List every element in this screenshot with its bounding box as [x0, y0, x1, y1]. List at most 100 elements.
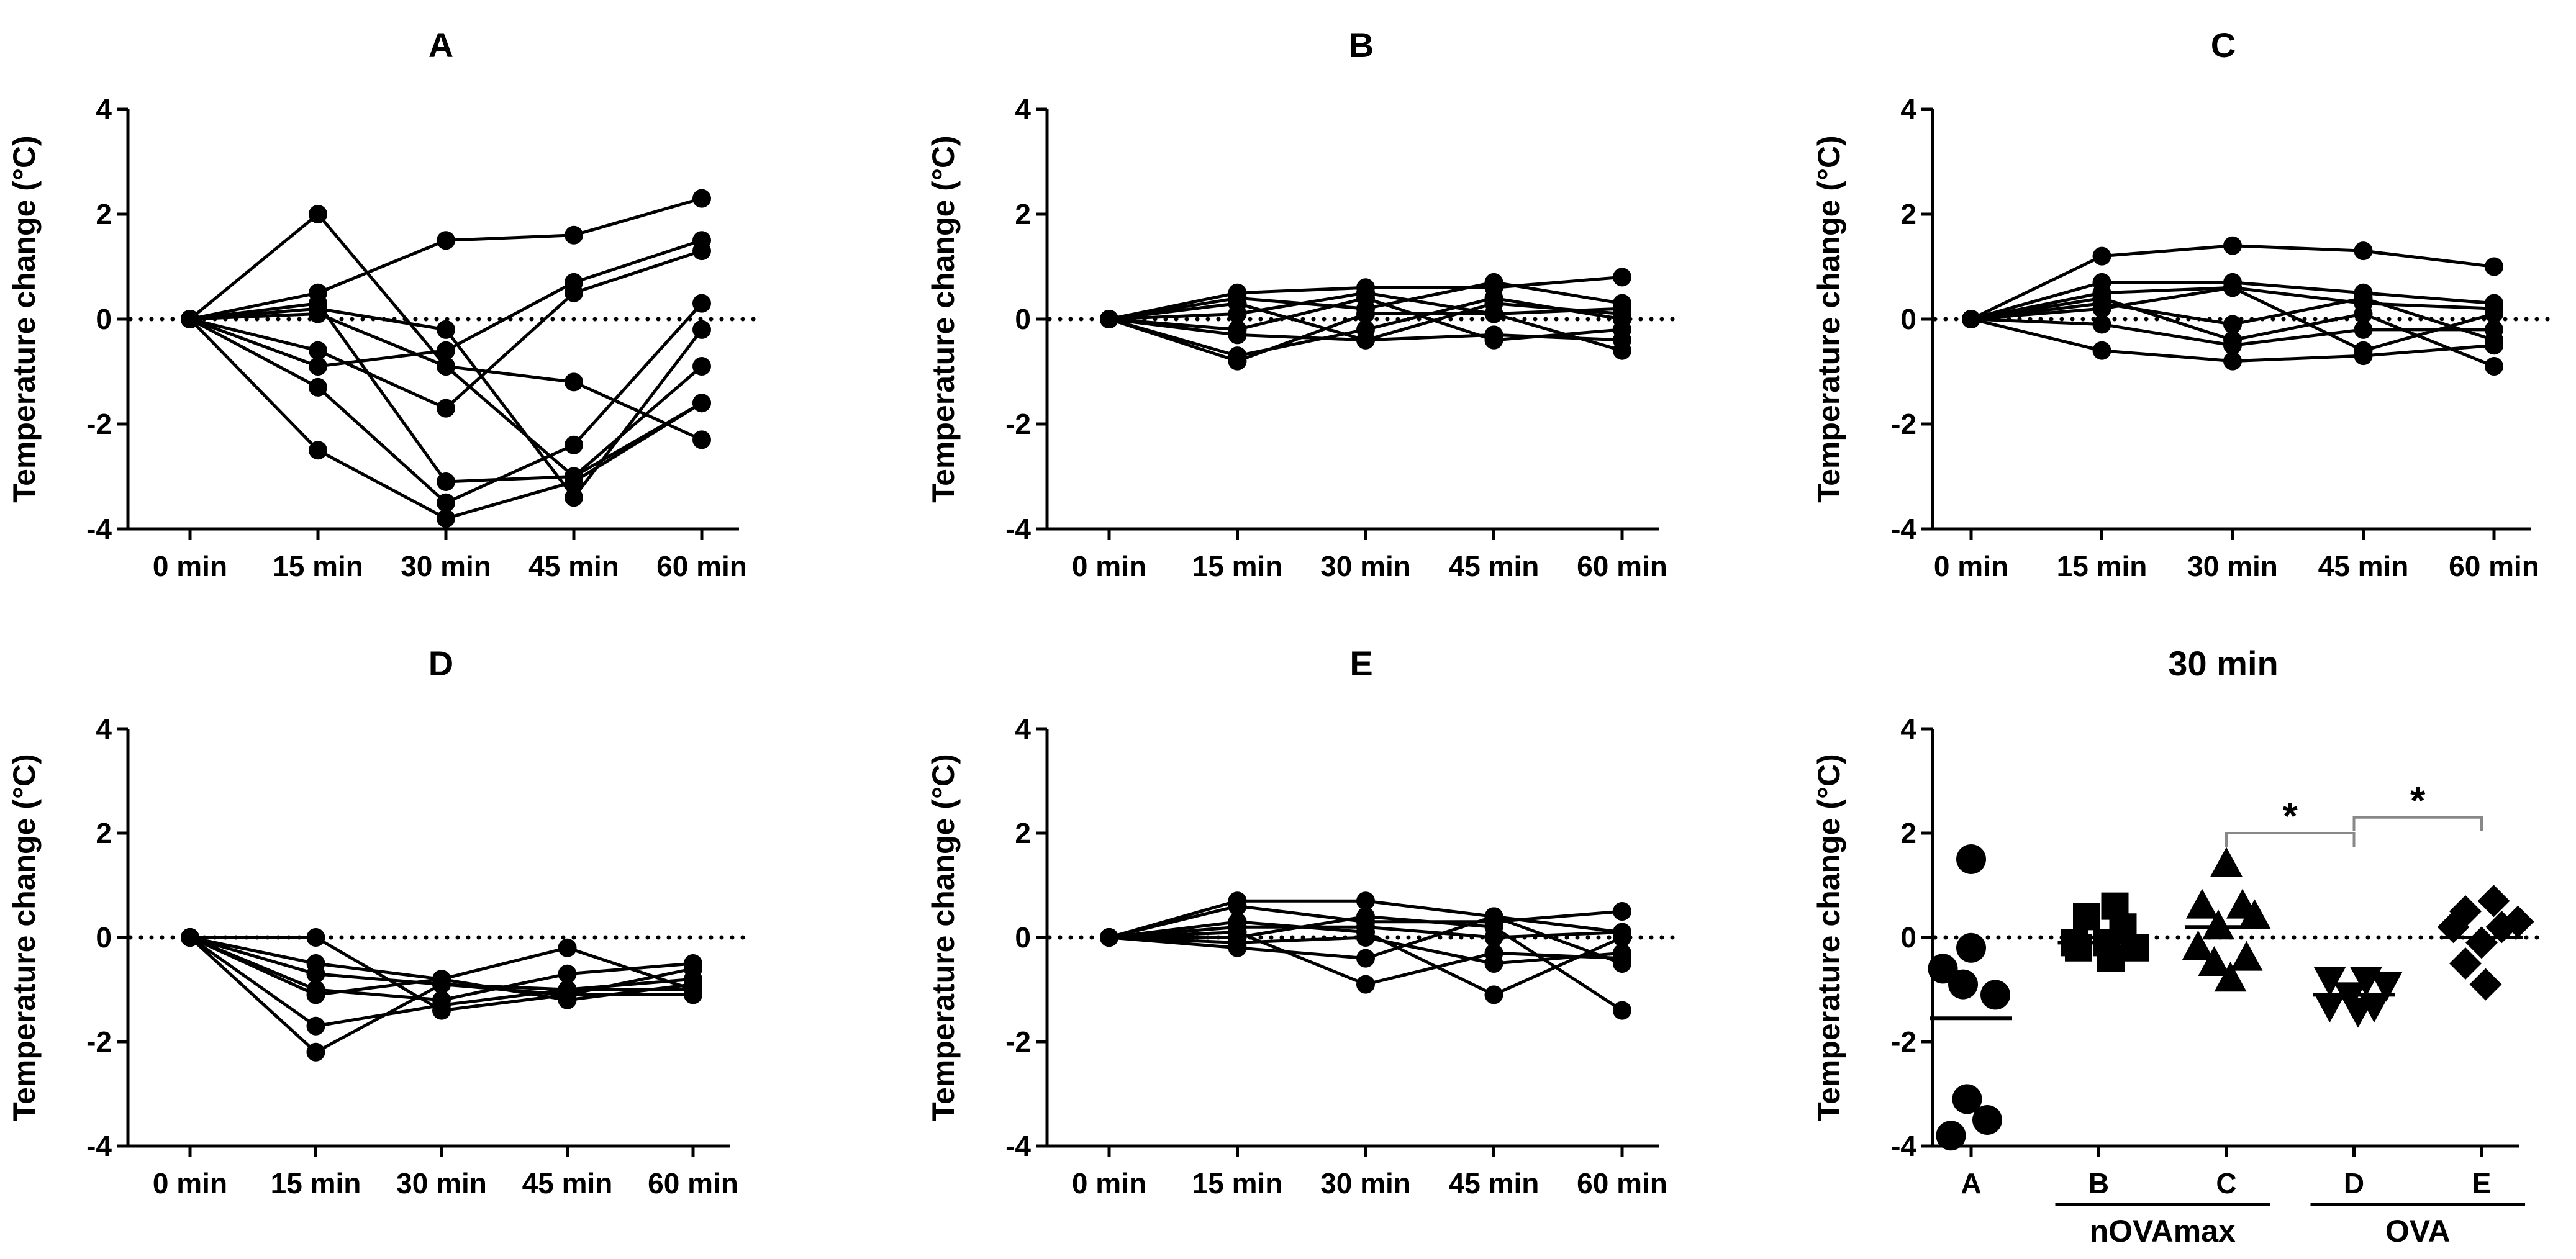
x-tick-label: 0 min: [1072, 550, 1146, 582]
x-tick-label: 0 min: [153, 550, 227, 582]
y-tick-label: -2: [86, 1026, 112, 1058]
data-point: [1484, 907, 1503, 926]
significance-bracket: [2352, 816, 2483, 831]
x-tick-label: 45 min: [1449, 1167, 1540, 1199]
data-point: [306, 1016, 325, 1036]
x-tick-label: 15 min: [273, 550, 363, 582]
data-point: [2182, 930, 2215, 960]
data-point: [2485, 257, 2503, 276]
x-tick-label: 15 min: [1192, 550, 1283, 582]
panel-d: D -4 -2 0 2 4 Temperature change (°C) 0 min 15 m…: [7, 644, 751, 1199]
data-point: [2354, 289, 2373, 308]
y-tick-label: -2: [1891, 1026, 1916, 1058]
data-point: [2092, 299, 2111, 318]
y-tick-label: -2: [86, 408, 112, 440]
data-point: [181, 928, 199, 947]
x-tick-label: 0 min: [153, 1167, 227, 1199]
data-point: [2210, 847, 2243, 877]
y-tick-label: 2: [1900, 817, 1916, 849]
panel-e: E -4 -2 0 2 4 Temperature change (°C) 0 min 15 m…: [926, 644, 1680, 1199]
data-point: [684, 980, 702, 999]
data-point: [1228, 346, 1247, 366]
data-point: [565, 467, 583, 486]
series-line: [189, 197, 702, 321]
data-point: [2223, 236, 2242, 255]
significance-label: *: [2410, 780, 2426, 823]
x-tick-label: E: [2472, 1167, 2492, 1199]
data-point: [1484, 273, 1503, 292]
y-tick-label: 4: [96, 713, 112, 745]
data-point: [2313, 993, 2346, 1023]
x-tick-label: 30 min: [1320, 1167, 1411, 1199]
data-point: [1613, 902, 1631, 921]
data-point: [2485, 357, 2503, 376]
data-point: [309, 341, 327, 360]
y-tick-label: -4: [86, 513, 112, 545]
data-point: [437, 231, 455, 250]
data-point: [2342, 998, 2374, 1028]
x-tick-label: A: [1961, 1167, 1981, 1199]
data-point: [1228, 325, 1247, 345]
panel-b: B -4 -2 0 2 4 Temperature change (°C) 0 min 15 m…: [926, 25, 1680, 582]
data-point: [309, 377, 327, 397]
x-tick-label: 60 min: [648, 1167, 738, 1199]
y-tick-label: 4: [1015, 713, 1031, 745]
data-point: [1484, 325, 1503, 345]
data-point: [1613, 944, 1631, 963]
data-point: [1484, 928, 1503, 947]
panel-title: B: [1349, 25, 1374, 65]
data-point: [2485, 304, 2503, 323]
y-tick-label: -2: [1891, 408, 1916, 440]
x-tick-label: 45 min: [522, 1167, 613, 1199]
x-tick-label: C: [2216, 1167, 2236, 1199]
panel-30-min: 30 min -4 -2 0 2 4 Temperature change (°C) A B C D…: [1812, 644, 2540, 1248]
data-point: [2223, 278, 2242, 297]
data-point: [2313, 967, 2346, 997]
data-point: [692, 189, 711, 208]
significance-bracket: [2225, 832, 2356, 847]
data-point: [2469, 968, 2502, 1001]
x-tick-label: 60 min: [656, 550, 747, 582]
y-tick-label: 4: [1900, 93, 1916, 125]
data-point: [2223, 315, 2242, 334]
y-axis-label: Temperature change (°C): [1812, 754, 1846, 1121]
data-point: [684, 959, 702, 978]
y-tick-label: 2: [96, 817, 112, 849]
data-point: [1956, 844, 1986, 874]
data-point: [1356, 949, 1375, 968]
y-tick-label: 4: [96, 93, 112, 125]
panel-title: E: [1349, 644, 1372, 683]
data-point: [437, 341, 455, 360]
data-point: [692, 231, 711, 250]
y-tick-label: 0: [1900, 921, 1916, 954]
data-point: [1484, 289, 1503, 308]
y-tick-label: 2: [1015, 817, 1031, 849]
x-tick-label: 0 min: [1934, 550, 2008, 582]
y-tick-label: -2: [1005, 1026, 1031, 1058]
data-point: [2485, 911, 2518, 944]
data-point: [2449, 947, 2482, 980]
data-point: [692, 357, 711, 376]
data-point: [2073, 903, 2100, 931]
data-point: [1100, 310, 1118, 328]
y-axis-label: Temperature change (°C): [926, 754, 961, 1121]
data-point: [1613, 923, 1631, 942]
data-point: [692, 294, 711, 313]
data-point: [1980, 980, 2010, 1010]
y-tick-label: 4: [1015, 93, 1031, 125]
x-tick-label: 60 min: [1577, 550, 1667, 582]
x-tick-label: 60 min: [2449, 550, 2539, 582]
data-point: [1484, 985, 1503, 1004]
y-tick-label: 0: [96, 921, 112, 954]
x-tick-label: 45 min: [1449, 550, 1540, 582]
data-point: [2354, 341, 2373, 360]
panel-title: A: [429, 25, 453, 65]
data-point: [1613, 299, 1631, 318]
data-point: [2214, 962, 2247, 992]
panel-title: C: [2211, 25, 2236, 65]
y-tick-label: -2: [1005, 408, 1031, 440]
data-point: [2485, 336, 2503, 355]
y-tick-label: -4: [86, 1130, 112, 1162]
data-point: [437, 357, 455, 376]
